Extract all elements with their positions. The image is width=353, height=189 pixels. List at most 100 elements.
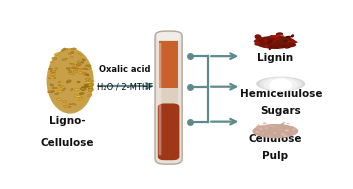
Ellipse shape (257, 130, 261, 131)
Ellipse shape (50, 73, 55, 76)
Ellipse shape (63, 105, 68, 107)
Ellipse shape (81, 88, 86, 90)
Ellipse shape (252, 124, 298, 138)
Ellipse shape (61, 49, 65, 51)
Ellipse shape (256, 131, 259, 133)
Ellipse shape (264, 128, 268, 129)
Ellipse shape (279, 45, 285, 48)
Ellipse shape (81, 88, 84, 91)
Ellipse shape (85, 78, 90, 80)
Ellipse shape (287, 123, 290, 124)
Ellipse shape (270, 36, 277, 40)
Text: Sugars: Sugars (261, 106, 301, 116)
Ellipse shape (256, 125, 258, 127)
Ellipse shape (258, 124, 260, 126)
Ellipse shape (74, 89, 79, 91)
FancyBboxPatch shape (158, 43, 161, 155)
Ellipse shape (77, 61, 82, 63)
Ellipse shape (65, 48, 68, 50)
Ellipse shape (52, 57, 57, 59)
Ellipse shape (267, 135, 271, 137)
Ellipse shape (71, 48, 76, 50)
Ellipse shape (280, 132, 282, 133)
Text: H₂O / 2-MTHF: H₂O / 2-MTHF (97, 82, 153, 91)
Ellipse shape (281, 133, 285, 136)
Ellipse shape (88, 89, 94, 91)
Ellipse shape (48, 77, 53, 79)
Ellipse shape (52, 88, 58, 89)
Ellipse shape (259, 40, 264, 45)
Ellipse shape (79, 71, 83, 74)
FancyBboxPatch shape (158, 103, 179, 160)
Ellipse shape (291, 34, 294, 38)
Ellipse shape (74, 94, 78, 97)
Ellipse shape (279, 128, 283, 129)
Bar (159, 88, 178, 104)
Ellipse shape (256, 77, 305, 91)
Ellipse shape (49, 77, 54, 79)
Ellipse shape (292, 128, 295, 130)
Ellipse shape (292, 133, 294, 135)
Ellipse shape (264, 78, 298, 91)
Ellipse shape (82, 59, 85, 61)
Ellipse shape (71, 51, 74, 53)
Ellipse shape (258, 127, 262, 129)
Ellipse shape (288, 44, 296, 47)
Ellipse shape (62, 88, 66, 91)
Ellipse shape (269, 133, 271, 134)
Ellipse shape (62, 101, 67, 103)
Ellipse shape (50, 71, 54, 73)
Ellipse shape (262, 125, 265, 126)
Ellipse shape (259, 128, 263, 130)
Ellipse shape (86, 67, 91, 70)
Ellipse shape (288, 40, 292, 42)
Ellipse shape (269, 79, 292, 92)
Ellipse shape (60, 86, 65, 88)
FancyBboxPatch shape (155, 31, 182, 164)
Ellipse shape (56, 99, 61, 100)
Ellipse shape (257, 132, 260, 133)
Ellipse shape (270, 129, 274, 131)
Ellipse shape (259, 77, 302, 91)
Ellipse shape (66, 80, 71, 83)
Ellipse shape (88, 83, 90, 85)
Ellipse shape (71, 67, 75, 69)
Ellipse shape (72, 103, 76, 105)
Ellipse shape (68, 70, 72, 72)
Ellipse shape (272, 126, 275, 127)
Text: Pulp: Pulp (262, 151, 288, 161)
Text: Cellulose: Cellulose (41, 138, 94, 148)
Ellipse shape (88, 88, 91, 89)
Ellipse shape (51, 91, 54, 92)
Ellipse shape (269, 35, 278, 38)
Ellipse shape (281, 123, 284, 125)
Ellipse shape (262, 133, 264, 134)
Ellipse shape (277, 33, 281, 35)
Ellipse shape (84, 85, 89, 86)
Text: Cellulose: Cellulose (249, 134, 302, 144)
Ellipse shape (282, 133, 285, 135)
Ellipse shape (68, 106, 71, 107)
Ellipse shape (84, 84, 89, 87)
Ellipse shape (261, 131, 264, 133)
Ellipse shape (68, 53, 72, 54)
Ellipse shape (76, 64, 81, 66)
Ellipse shape (78, 68, 83, 69)
Text: Oxalic acid: Oxalic acid (99, 65, 151, 74)
Ellipse shape (48, 68, 52, 70)
Ellipse shape (282, 45, 288, 47)
Text: Hemicellulose: Hemicellulose (240, 89, 322, 99)
Bar (159, 33, 178, 88)
Ellipse shape (270, 126, 272, 128)
Ellipse shape (78, 53, 82, 55)
Ellipse shape (85, 65, 91, 67)
Ellipse shape (283, 40, 287, 43)
Ellipse shape (255, 36, 296, 49)
Ellipse shape (269, 126, 273, 127)
Ellipse shape (285, 125, 287, 127)
Ellipse shape (73, 67, 78, 69)
Ellipse shape (264, 45, 268, 48)
Ellipse shape (264, 126, 269, 128)
Ellipse shape (264, 39, 269, 43)
Ellipse shape (89, 87, 92, 89)
